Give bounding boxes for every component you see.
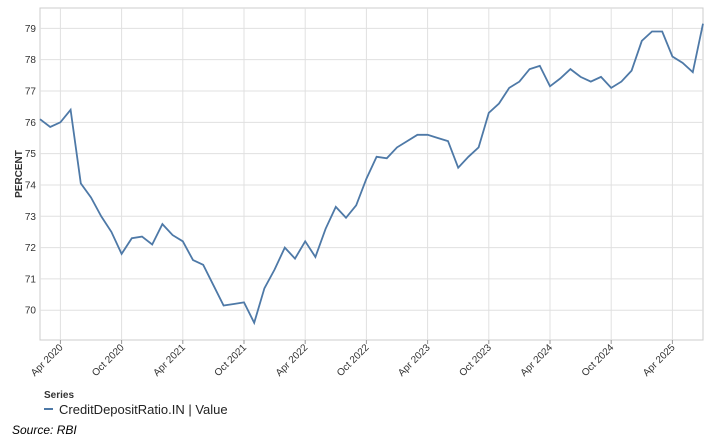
y-tick-label: 71: [25, 274, 37, 285]
x-tick-label: Oct 2023: [457, 342, 494, 379]
y-axis-label: PERCENT: [14, 150, 25, 198]
x-tick-label: Apr 2024: [519, 342, 556, 379]
y-tick-label: 77: [25, 87, 37, 98]
y-tick-label: 76: [25, 118, 37, 129]
y-tick-label: 79: [25, 24, 37, 35]
y-tick-label: 74: [25, 180, 37, 191]
x-tick-label: Oct 2020: [90, 342, 127, 379]
data-line: [39, 23, 704, 326]
legend-title: Series: [44, 390, 74, 401]
plot-area: [39, 7, 704, 341]
x-tick-label: Apr 2020: [29, 342, 66, 379]
x-tick-label: Apr 2022: [274, 342, 311, 379]
y-tick-label: 72: [25, 243, 37, 254]
x-tick-label: Oct 2021: [213, 342, 250, 379]
legend-label: CreditDepositRatio.IN | Value: [59, 402, 228, 417]
y-tick-label: 73: [25, 212, 37, 223]
source: Source: RBI: [12, 423, 77, 437]
y-tick-label: 70: [25, 306, 37, 317]
x-tick-label: Apr 2025: [641, 342, 678, 379]
x-tick-label: Apr 2023: [396, 342, 433, 379]
y-tick-label: 75: [25, 149, 37, 160]
y-tick-label: 78: [25, 55, 37, 66]
x-tick-label: Apr 2021: [151, 342, 188, 379]
x-tick-label: Oct 2022: [335, 342, 372, 379]
x-tick-label: Oct 2024: [580, 342, 617, 379]
